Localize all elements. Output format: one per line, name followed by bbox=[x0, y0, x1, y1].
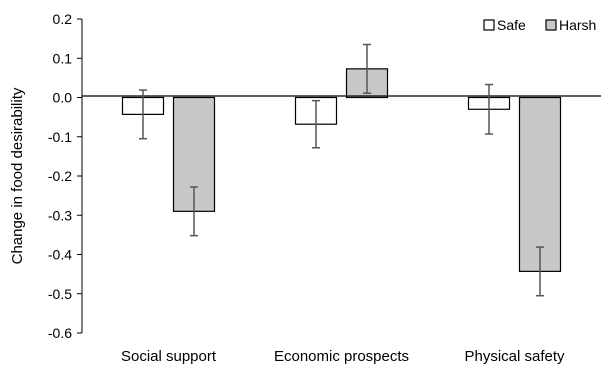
y-axis-ticks: 0.2 0.1 0.0 -0.1 -0.2 -0.3 -0.4 -0.5 -0.6 bbox=[48, 11, 82, 341]
y-tick-label: -0.6 bbox=[48, 325, 72, 341]
legend-label-safe: Safe bbox=[497, 17, 526, 33]
category-label: Social support bbox=[121, 348, 217, 365]
category-labels: Social support Economic prospects Physical… bbox=[121, 348, 565, 365]
y-tick-label: -0.1 bbox=[48, 129, 72, 145]
y-tick-label: -0.2 bbox=[48, 168, 72, 184]
legend-swatch-harsh bbox=[545, 19, 557, 31]
y-tick-label: 0.1 bbox=[53, 50, 73, 66]
y-tick-label: -0.3 bbox=[48, 207, 72, 223]
legend-swatch-safe bbox=[483, 19, 495, 31]
legend: Safe Harsh bbox=[483, 17, 596, 33]
y-axis-title: Change in food desirability bbox=[9, 87, 26, 264]
y-tick-label: 0.2 bbox=[53, 11, 73, 27]
error-bars-layer bbox=[139, 43, 544, 297]
bar-harsh-2 bbox=[518, 96, 562, 272]
bars-layer bbox=[121, 68, 562, 272]
y-tick-label: 0.0 bbox=[53, 90, 73, 106]
legend-label-harsh: Harsh bbox=[559, 17, 596, 33]
category-label: Physical safety bbox=[464, 348, 565, 365]
category-label: Economic prospects bbox=[274, 348, 409, 365]
y-tick-label: -0.4 bbox=[48, 247, 72, 263]
y-tick-label: -0.5 bbox=[48, 286, 72, 302]
